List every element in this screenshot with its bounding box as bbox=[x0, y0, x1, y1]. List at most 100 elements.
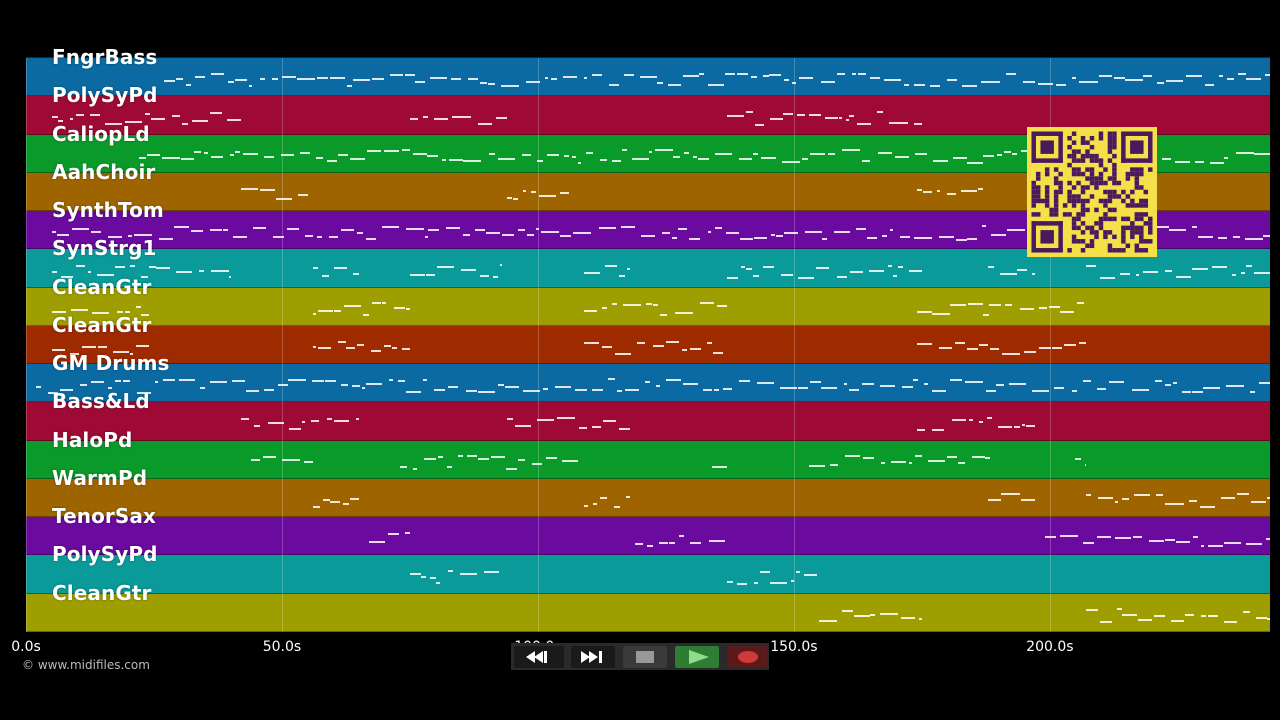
midi-note bbox=[659, 314, 668, 317]
midi-note bbox=[699, 72, 704, 75]
midi-note bbox=[447, 386, 459, 389]
midi-note bbox=[1188, 500, 1198, 503]
midi-note bbox=[287, 378, 307, 381]
midi-note bbox=[174, 225, 189, 228]
midi-note bbox=[457, 455, 464, 458]
midi-note bbox=[1204, 84, 1215, 87]
midi-note bbox=[1021, 150, 1030, 153]
midi-note bbox=[1185, 613, 1194, 616]
midi-note bbox=[353, 78, 371, 81]
midi-note bbox=[852, 73, 857, 76]
midi-note bbox=[895, 156, 909, 159]
midi-note bbox=[909, 461, 913, 464]
midi-note bbox=[492, 275, 498, 278]
midi-note bbox=[546, 456, 558, 459]
midi-note bbox=[325, 380, 336, 383]
midi-note bbox=[609, 84, 620, 87]
midi-note bbox=[452, 115, 465, 118]
midi-note bbox=[689, 237, 701, 240]
midi-note bbox=[1237, 72, 1246, 75]
stop-button[interactable] bbox=[623, 646, 667, 668]
midi-note bbox=[384, 149, 400, 152]
midi-note bbox=[836, 73, 846, 76]
midi-note bbox=[564, 154, 569, 157]
track-lane[interactable] bbox=[26, 364, 1270, 403]
midi-note bbox=[845, 118, 849, 121]
midi-note bbox=[459, 573, 477, 576]
midi-note bbox=[422, 115, 428, 118]
midi-note bbox=[707, 83, 724, 86]
track-lane[interactable] bbox=[26, 325, 1270, 365]
midi-note bbox=[916, 429, 926, 432]
midi-note bbox=[868, 270, 884, 273]
midi-note bbox=[76, 264, 85, 267]
midi-note bbox=[616, 390, 623, 393]
midi-note bbox=[955, 238, 967, 241]
track-name: GM Drums bbox=[52, 351, 170, 376]
midi-note bbox=[644, 380, 650, 383]
midi-note bbox=[659, 542, 669, 545]
track-lane[interactable] bbox=[26, 402, 1270, 441]
track-lane[interactable] bbox=[26, 249, 1270, 288]
play-button[interactable] bbox=[675, 646, 719, 668]
midi-note bbox=[908, 270, 922, 273]
midi-note bbox=[498, 158, 516, 161]
midi-note bbox=[1122, 498, 1129, 501]
midi-note bbox=[123, 380, 130, 383]
midi-note bbox=[727, 115, 745, 118]
midi-note bbox=[862, 383, 875, 386]
midi-note bbox=[1037, 82, 1053, 85]
midi-note bbox=[107, 387, 113, 390]
midi-note bbox=[194, 150, 202, 153]
midi-note bbox=[1165, 502, 1184, 505]
midi-note bbox=[841, 609, 854, 612]
midi-note bbox=[953, 156, 968, 159]
midi-note bbox=[713, 352, 723, 355]
midi-note bbox=[560, 191, 569, 194]
rewind-button[interactable] bbox=[514, 646, 564, 668]
track-lane[interactable] bbox=[26, 440, 1270, 479]
midi-note bbox=[105, 123, 122, 126]
midi-note bbox=[544, 76, 549, 79]
midi-note bbox=[310, 420, 320, 423]
midi-note bbox=[334, 266, 348, 269]
midi-note bbox=[1060, 534, 1078, 537]
midi-note bbox=[145, 113, 150, 116]
record-button[interactable] bbox=[727, 646, 767, 668]
transport-controls bbox=[511, 643, 769, 670]
midi-note bbox=[930, 85, 941, 88]
midi-note bbox=[674, 311, 693, 314]
midi-note bbox=[854, 614, 870, 617]
midi-note bbox=[136, 391, 151, 394]
track-lane[interactable] bbox=[26, 58, 1270, 97]
time-gridline bbox=[1049, 58, 1051, 632]
fast-forward-button[interactable] bbox=[571, 646, 615, 668]
track-name: SynStrg1 bbox=[52, 236, 157, 261]
midi-note bbox=[192, 120, 208, 123]
track-lane[interactable] bbox=[26, 517, 1270, 556]
track-lane[interactable] bbox=[26, 478, 1270, 518]
midi-note bbox=[997, 425, 1012, 428]
midi-note bbox=[409, 573, 421, 576]
midi-note bbox=[967, 162, 983, 165]
track-name: CleanGtr bbox=[52, 580, 152, 605]
track-lane[interactable] bbox=[26, 555, 1270, 594]
midi-note bbox=[1079, 81, 1098, 84]
track-lane[interactable] bbox=[26, 287, 1270, 326]
midi-note bbox=[259, 78, 265, 81]
midi-note bbox=[502, 234, 514, 237]
track-lane[interactable] bbox=[26, 593, 1270, 632]
midi-note bbox=[1232, 274, 1236, 277]
midi-note bbox=[535, 228, 539, 231]
midi-note bbox=[1079, 342, 1086, 345]
midi-note bbox=[679, 535, 685, 538]
midi-note bbox=[983, 154, 994, 157]
midi-note bbox=[1016, 268, 1028, 271]
midi-note bbox=[598, 226, 616, 229]
midi-note bbox=[446, 466, 453, 469]
midi-note bbox=[780, 273, 794, 276]
midi-note bbox=[436, 581, 441, 584]
midi-note bbox=[495, 116, 508, 119]
midi-note bbox=[542, 388, 548, 391]
midi-note bbox=[103, 345, 107, 348]
